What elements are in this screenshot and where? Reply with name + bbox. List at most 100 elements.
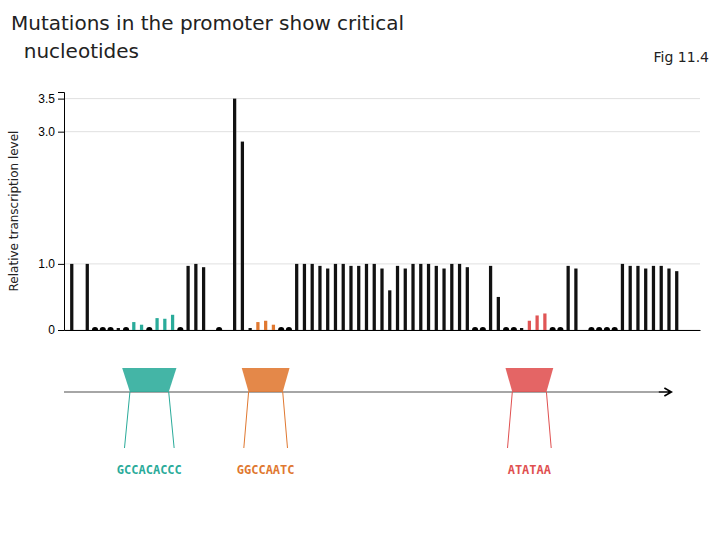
grid-line (64, 131, 700, 132)
series-0 (70, 99, 678, 330)
bar (543, 313, 546, 330)
bar (435, 266, 438, 330)
bar (163, 319, 166, 330)
bar (303, 264, 306, 330)
dot (612, 327, 618, 330)
y-tick-label: 1.0 (38, 257, 55, 271)
bar (342, 264, 345, 330)
bar (249, 328, 252, 330)
dot (480, 327, 486, 330)
y-tick-mark (58, 330, 64, 331)
bar (140, 325, 143, 330)
bar (419, 264, 422, 330)
subtitle: nucleotides (11, 39, 139, 63)
bar (567, 266, 570, 330)
bar (202, 267, 205, 330)
bar (86, 264, 89, 330)
bar (349, 266, 352, 330)
x-axis-line (65, 330, 701, 331)
bar (171, 315, 174, 330)
bar (373, 264, 376, 330)
y-tick-label: 3.5 (38, 92, 55, 106)
bar (334, 264, 337, 330)
dot (472, 327, 478, 330)
chart: Mutations in the promoter show critical … (0, 0, 720, 540)
dot (100, 327, 106, 330)
y-axis-title: Relative transcription level (7, 131, 21, 292)
bar (186, 266, 189, 330)
grid-line (64, 98, 700, 99)
bar (264, 321, 267, 330)
series-1 (92, 327, 618, 330)
bar (636, 266, 639, 330)
bar (404, 269, 407, 330)
title: Mutations in the promoter show critical (11, 11, 404, 35)
dot (550, 327, 556, 330)
bar (535, 315, 538, 330)
bar (396, 266, 399, 330)
element-box (122, 368, 176, 392)
bar (629, 266, 632, 330)
bar (132, 322, 135, 330)
dot (146, 327, 152, 330)
bar (497, 297, 500, 330)
bar (365, 264, 368, 330)
dot (177, 327, 183, 330)
dot (107, 327, 113, 330)
bar (117, 328, 120, 330)
bar (318, 266, 321, 330)
bar (233, 99, 236, 330)
bar (644, 269, 647, 330)
grid (64, 99, 700, 330)
dot (503, 327, 509, 330)
bar (442, 269, 445, 330)
promoter-diagram: GCCACACCC GGCCAATC ATATAA (64, 368, 671, 477)
element-label: ATATAA (508, 463, 552, 477)
bar (652, 266, 655, 330)
bar (326, 269, 329, 330)
connector (546, 392, 551, 448)
bar (520, 328, 523, 330)
figure-label: Fig 11.4 (654, 49, 710, 65)
bar (458, 264, 461, 330)
bar (660, 266, 663, 330)
bar (450, 264, 453, 330)
dot (123, 327, 129, 330)
y-axis: 0 1.0 3.0 3.5 (38, 92, 64, 337)
bar (70, 264, 73, 330)
plot-area (70, 99, 678, 330)
bar (489, 266, 492, 330)
dot (557, 327, 563, 330)
dot (278, 327, 284, 330)
connector (244, 392, 249, 448)
bar (311, 264, 314, 330)
y-tick-label: 0 (48, 323, 55, 337)
bar (621, 264, 624, 330)
dot (604, 327, 610, 330)
start-arrow (659, 388, 672, 396)
y-tick-mark (58, 264, 64, 265)
bar (411, 264, 414, 330)
y-tick: 3.5 (38, 92, 64, 106)
y-tick-mark (58, 132, 64, 133)
connector (169, 392, 174, 448)
bar (380, 269, 383, 330)
bar (388, 290, 391, 330)
connector (283, 392, 288, 448)
element-label: GCCACACCC (117, 463, 182, 477)
bar (357, 266, 360, 330)
dot (511, 327, 517, 330)
dot (596, 327, 602, 330)
bar (241, 142, 244, 330)
y-tick: 1.0 (38, 257, 64, 271)
dot (92, 327, 98, 330)
dot (286, 327, 292, 330)
y-tick-label: 3.0 (38, 125, 55, 139)
grid-line (64, 263, 700, 264)
y-tick: 3.0 (38, 125, 64, 139)
element-label: GGCCAATC (237, 463, 295, 477)
bar (295, 264, 298, 330)
bar (155, 318, 158, 330)
bar (528, 321, 531, 330)
bar (272, 325, 275, 330)
